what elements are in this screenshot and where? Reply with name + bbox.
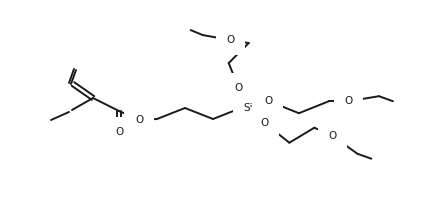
Text: O: O	[115, 127, 123, 137]
Text: O: O	[234, 83, 243, 93]
Text: Si: Si	[243, 103, 253, 113]
Text: O: O	[328, 131, 337, 141]
Text: O: O	[265, 96, 273, 106]
Text: O: O	[345, 96, 353, 106]
Text: O: O	[226, 35, 235, 45]
Text: O: O	[260, 118, 268, 128]
Text: O: O	[135, 115, 143, 125]
